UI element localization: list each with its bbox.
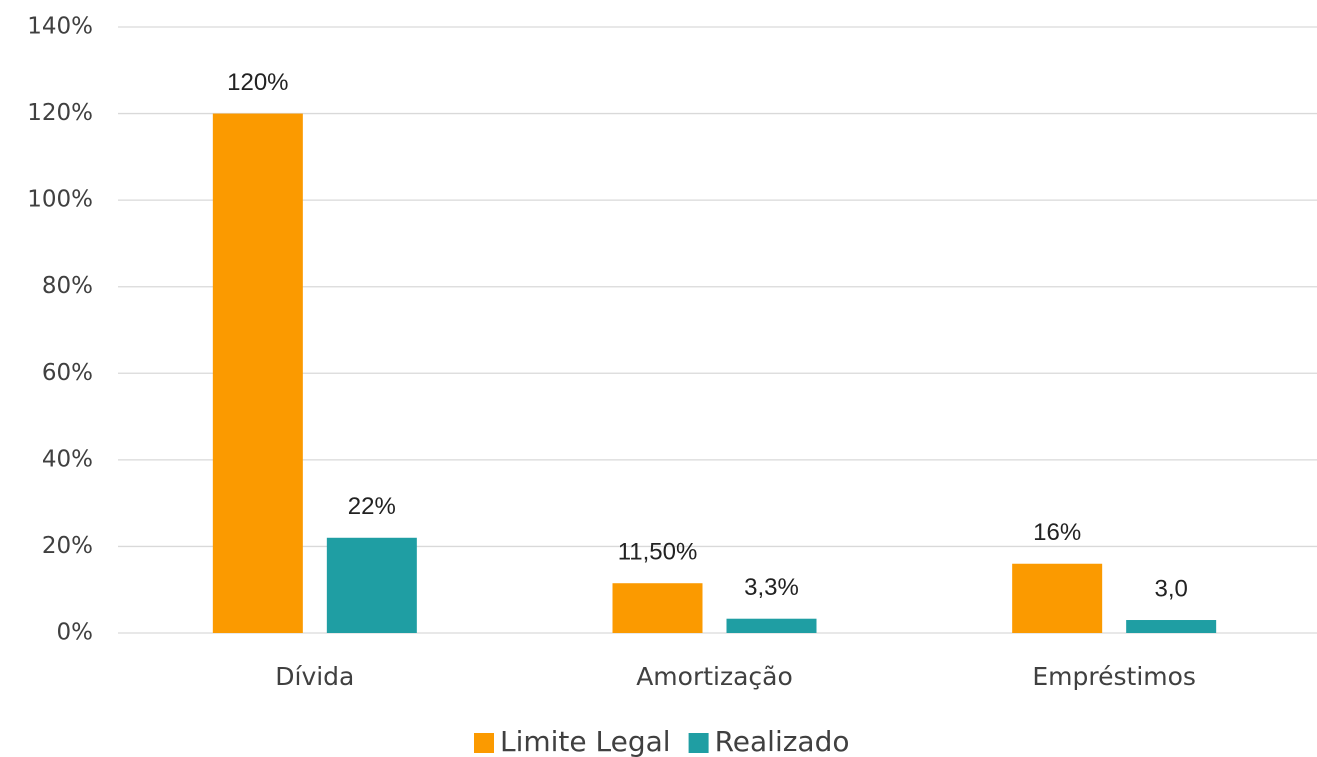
x-tick-label: Empréstimos	[1032, 662, 1196, 691]
y-tick-label: 80%	[42, 273, 93, 299]
value-label: 11,50%	[618, 539, 698, 566]
y-tick-label: 0%	[57, 620, 94, 646]
y-tick-label: 140%	[27, 14, 93, 40]
bar	[1012, 563, 1103, 633]
y-tick-label: 60%	[42, 360, 93, 386]
x-tick-label: Dívida	[275, 662, 354, 691]
bar	[612, 583, 703, 633]
bar	[212, 113, 303, 634]
y-tick-label: 20%	[42, 533, 93, 559]
y-tick-label: 120%	[27, 100, 93, 126]
legend-label: Limite Legal	[500, 725, 671, 757]
value-label: 16%	[1033, 519, 1081, 546]
legend-swatch	[474, 733, 494, 753]
y-tick-label: 100%	[27, 187, 93, 213]
legend-swatch	[688, 733, 709, 753]
value-label: 120%	[227, 69, 288, 96]
y-tick-label: 40%	[42, 446, 93, 472]
bar	[726, 618, 817, 633]
bar	[1126, 620, 1217, 633]
value-label: 3,3%	[744, 574, 799, 601]
bar	[326, 537, 417, 633]
value-label: 3,0	[1154, 575, 1187, 602]
value-label: 22%	[348, 493, 396, 520]
legend-label: Realizado	[715, 725, 850, 757]
x-tick-label: Amortização	[636, 662, 793, 691]
